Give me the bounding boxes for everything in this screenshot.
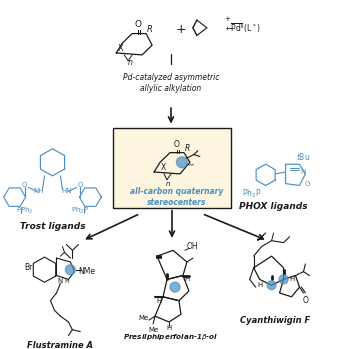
Circle shape (279, 275, 288, 284)
Text: H: H (156, 298, 162, 304)
Text: O: O (135, 20, 142, 29)
Text: H: H (184, 276, 189, 282)
Text: $n$: $n$ (165, 180, 171, 187)
Text: Me: Me (148, 327, 158, 333)
Text: H: H (289, 276, 294, 282)
Text: O: O (22, 181, 27, 187)
Text: NMe: NMe (78, 267, 95, 276)
Circle shape (170, 282, 180, 292)
Text: H: H (167, 325, 172, 331)
Text: +: + (176, 23, 186, 36)
Text: X: X (160, 163, 166, 172)
Text: $\leftarrow\!\!\overline{\mathrm{Pd}}^{\mathrm{II}}(\mathrm{L^*})$: $\leftarrow\!\!\overline{\mathrm{Pd}}^{\… (224, 21, 261, 35)
Text: X: X (117, 44, 123, 53)
Text: Pd-catalyzed asymmetric
allylic alkylation: Pd-catalyzed asymmetric allylic alkylati… (123, 73, 219, 93)
Circle shape (65, 265, 75, 275)
Text: $t$Bu: $t$Bu (296, 151, 311, 162)
Text: Trost ligands: Trost ligands (20, 222, 85, 231)
Text: all-carbon quaternary
stereocenters: all-carbon quaternary stereocenters (130, 187, 224, 207)
Text: Cyanthiwigin F: Cyanthiwigin F (240, 315, 311, 325)
Text: H: H (257, 282, 262, 288)
Text: O: O (174, 140, 180, 149)
Text: O: O (305, 180, 310, 187)
Text: O: O (78, 181, 83, 187)
Circle shape (267, 281, 276, 290)
Text: +: + (224, 16, 230, 22)
Text: N: N (58, 278, 63, 284)
Text: H: H (64, 279, 69, 284)
Text: N: N (301, 169, 306, 175)
Text: R: R (147, 25, 153, 34)
Text: Presilphiperfolan-1$\beta$-ol: Presilphiperfolan-1$\beta$-ol (123, 333, 219, 342)
Text: $n$: $n$ (127, 58, 133, 67)
Text: Me: Me (138, 315, 148, 321)
Text: Ph$_2$P: Ph$_2$P (242, 187, 261, 200)
Text: R: R (184, 144, 189, 153)
Text: Ph$_2$P: Ph$_2$P (71, 206, 89, 216)
Text: PPh$_2$: PPh$_2$ (16, 206, 34, 216)
Circle shape (176, 157, 187, 168)
FancyBboxPatch shape (113, 128, 231, 208)
Text: Flustramine A: Flustramine A (27, 341, 93, 349)
Text: O: O (303, 296, 308, 305)
Text: HN: HN (61, 188, 72, 194)
Text: Br: Br (24, 263, 33, 272)
Text: PHOX ligands: PHOX ligands (239, 202, 308, 211)
Text: NH: NH (33, 188, 44, 194)
Text: OH: OH (187, 242, 199, 251)
